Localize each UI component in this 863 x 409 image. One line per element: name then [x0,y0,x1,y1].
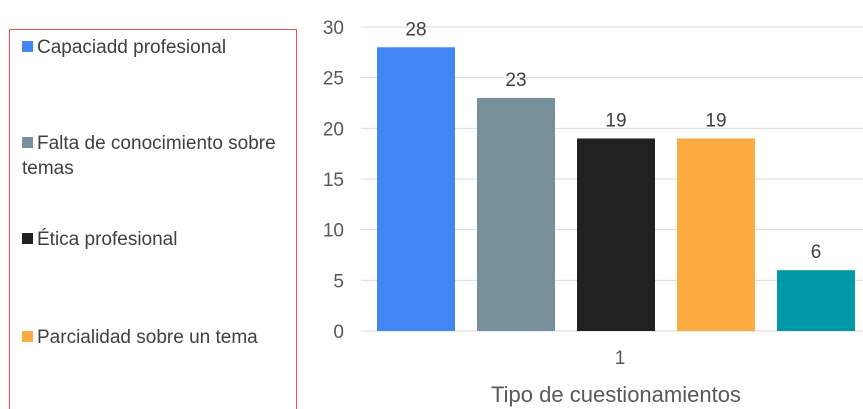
y-tick-label: 20 [323,119,344,140]
legend-swatch [22,137,33,148]
legend-label: Parcialidad sobre un tema [37,327,258,348]
data-label: 19 [705,110,726,131]
legend-label: Falta de conocimiento sobre temas [22,133,276,179]
y-tick-label: 30 [323,18,344,39]
y-tick-label: 0 [333,322,344,343]
legend-item-falta-de-conocimiento: Falta de conocimiento sobre temas [22,131,290,181]
data-label: 19 [605,110,626,131]
legend-swatch [22,331,33,342]
y-tick-label: 10 [323,221,344,242]
bar [577,138,655,331]
legend-item-capaciadd-profesional: Capaciadd profesional [22,35,290,60]
bar [677,138,755,331]
data-label: 23 [505,70,526,91]
legend-swatch [22,233,33,244]
x-tick-label: 1 [615,348,626,369]
data-label: 6 [811,242,822,263]
data-label: 28 [405,19,426,40]
bar [477,97,555,331]
bar [377,47,455,332]
y-tick-label: 5 [333,271,344,292]
legend-item-parcialidad-sobre-un-tema: Parcialidad sobre un tema [22,325,290,350]
legend-label: Capaciadd profesional [37,37,227,58]
bar [777,270,855,331]
y-tick-label: 25 [323,69,344,90]
x-axis-title: Tipo de cuestionamientos [491,382,741,407]
y-tick-label: 15 [323,170,344,191]
legend-swatch [22,41,33,52]
legend-label: Ética profesional [37,229,178,250]
legend-item-etica-profesional: Ética profesional [22,227,290,252]
chart-legend: Capaciadd profesional Falta de conocimie… [9,29,297,409]
